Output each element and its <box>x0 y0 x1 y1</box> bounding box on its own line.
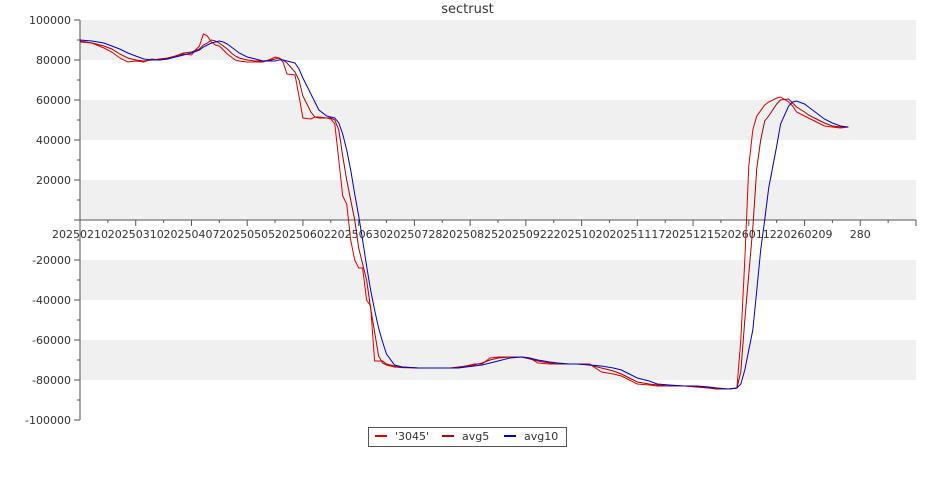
x-tick-label: 20250728 <box>386 228 442 241</box>
x-tick-label: 20250310 <box>108 228 164 241</box>
series-line-2 <box>79 39 849 390</box>
y-tick-label: 80000 <box>36 54 71 67</box>
grid-band <box>80 100 916 140</box>
y-tick-label: 60000 <box>36 94 71 107</box>
legend: '3045' avg5 avg10 <box>368 427 567 447</box>
x-tick-label: 20260112 <box>721 228 777 241</box>
y-tick-label: -60000 <box>32 334 71 347</box>
legend-label-3045: '3045' <box>395 430 430 443</box>
y-tick-label: 100000 <box>29 14 71 27</box>
legend-label-avg5: avg5 <box>462 430 490 443</box>
legend-item-avg10: avg10 <box>504 430 558 444</box>
legend-swatch-3045 <box>375 435 387 437</box>
x-tick-label: 20251020 <box>554 228 610 241</box>
x-tick-label: 20251215 <box>665 228 721 241</box>
y-tick-label: -100000 <box>25 414 71 427</box>
legend-swatch-avg10 <box>504 435 516 437</box>
x-tick-label: 20251117 <box>609 228 665 241</box>
chart-title: sectrust <box>441 2 494 17</box>
y-tick-label: -20000 <box>32 254 71 267</box>
series-line-1 <box>79 39 849 390</box>
x-tick-label: 20250825 <box>442 228 498 241</box>
y-tick-label: -80000 <box>32 374 71 387</box>
x-axis-ticks: 20250210 20250310 20250407 20250505 20250602… <box>52 220 917 241</box>
x-tick-label: 280 <box>850 228 871 241</box>
legend-swatch-avg5 <box>442 435 454 437</box>
x-tick-label: 20250630 <box>331 228 387 241</box>
y-tick-label: 20000 <box>36 174 71 187</box>
legend-item-avg5: avg5 <box>442 430 489 444</box>
y-tick-label: 40000 <box>36 134 71 147</box>
x-tick-label: 20250505 <box>219 228 275 241</box>
grid-band <box>80 260 916 300</box>
legend-item-3045: '3045' <box>375 430 429 444</box>
x-tick-label: 20250922 <box>498 228 554 241</box>
y-axis-ticks: 100000 80000 60000 40000 20000 -20000 -40000 -6… <box>25 14 80 427</box>
x-tick-label: 20250210 <box>52 228 108 241</box>
grid-band <box>80 20 916 60</box>
grid-band <box>80 340 916 380</box>
x-tick-label: 20250602 <box>275 228 331 241</box>
grid-bands <box>80 20 916 380</box>
x-tick-label: 20260209 <box>777 228 833 241</box>
grid-band <box>80 180 916 220</box>
legend-label-avg10: avg10 <box>524 430 559 443</box>
y-tick-label: -40000 <box>32 294 71 307</box>
series-lines <box>79 33 849 390</box>
x-tick-label: 20250407 <box>163 228 219 241</box>
